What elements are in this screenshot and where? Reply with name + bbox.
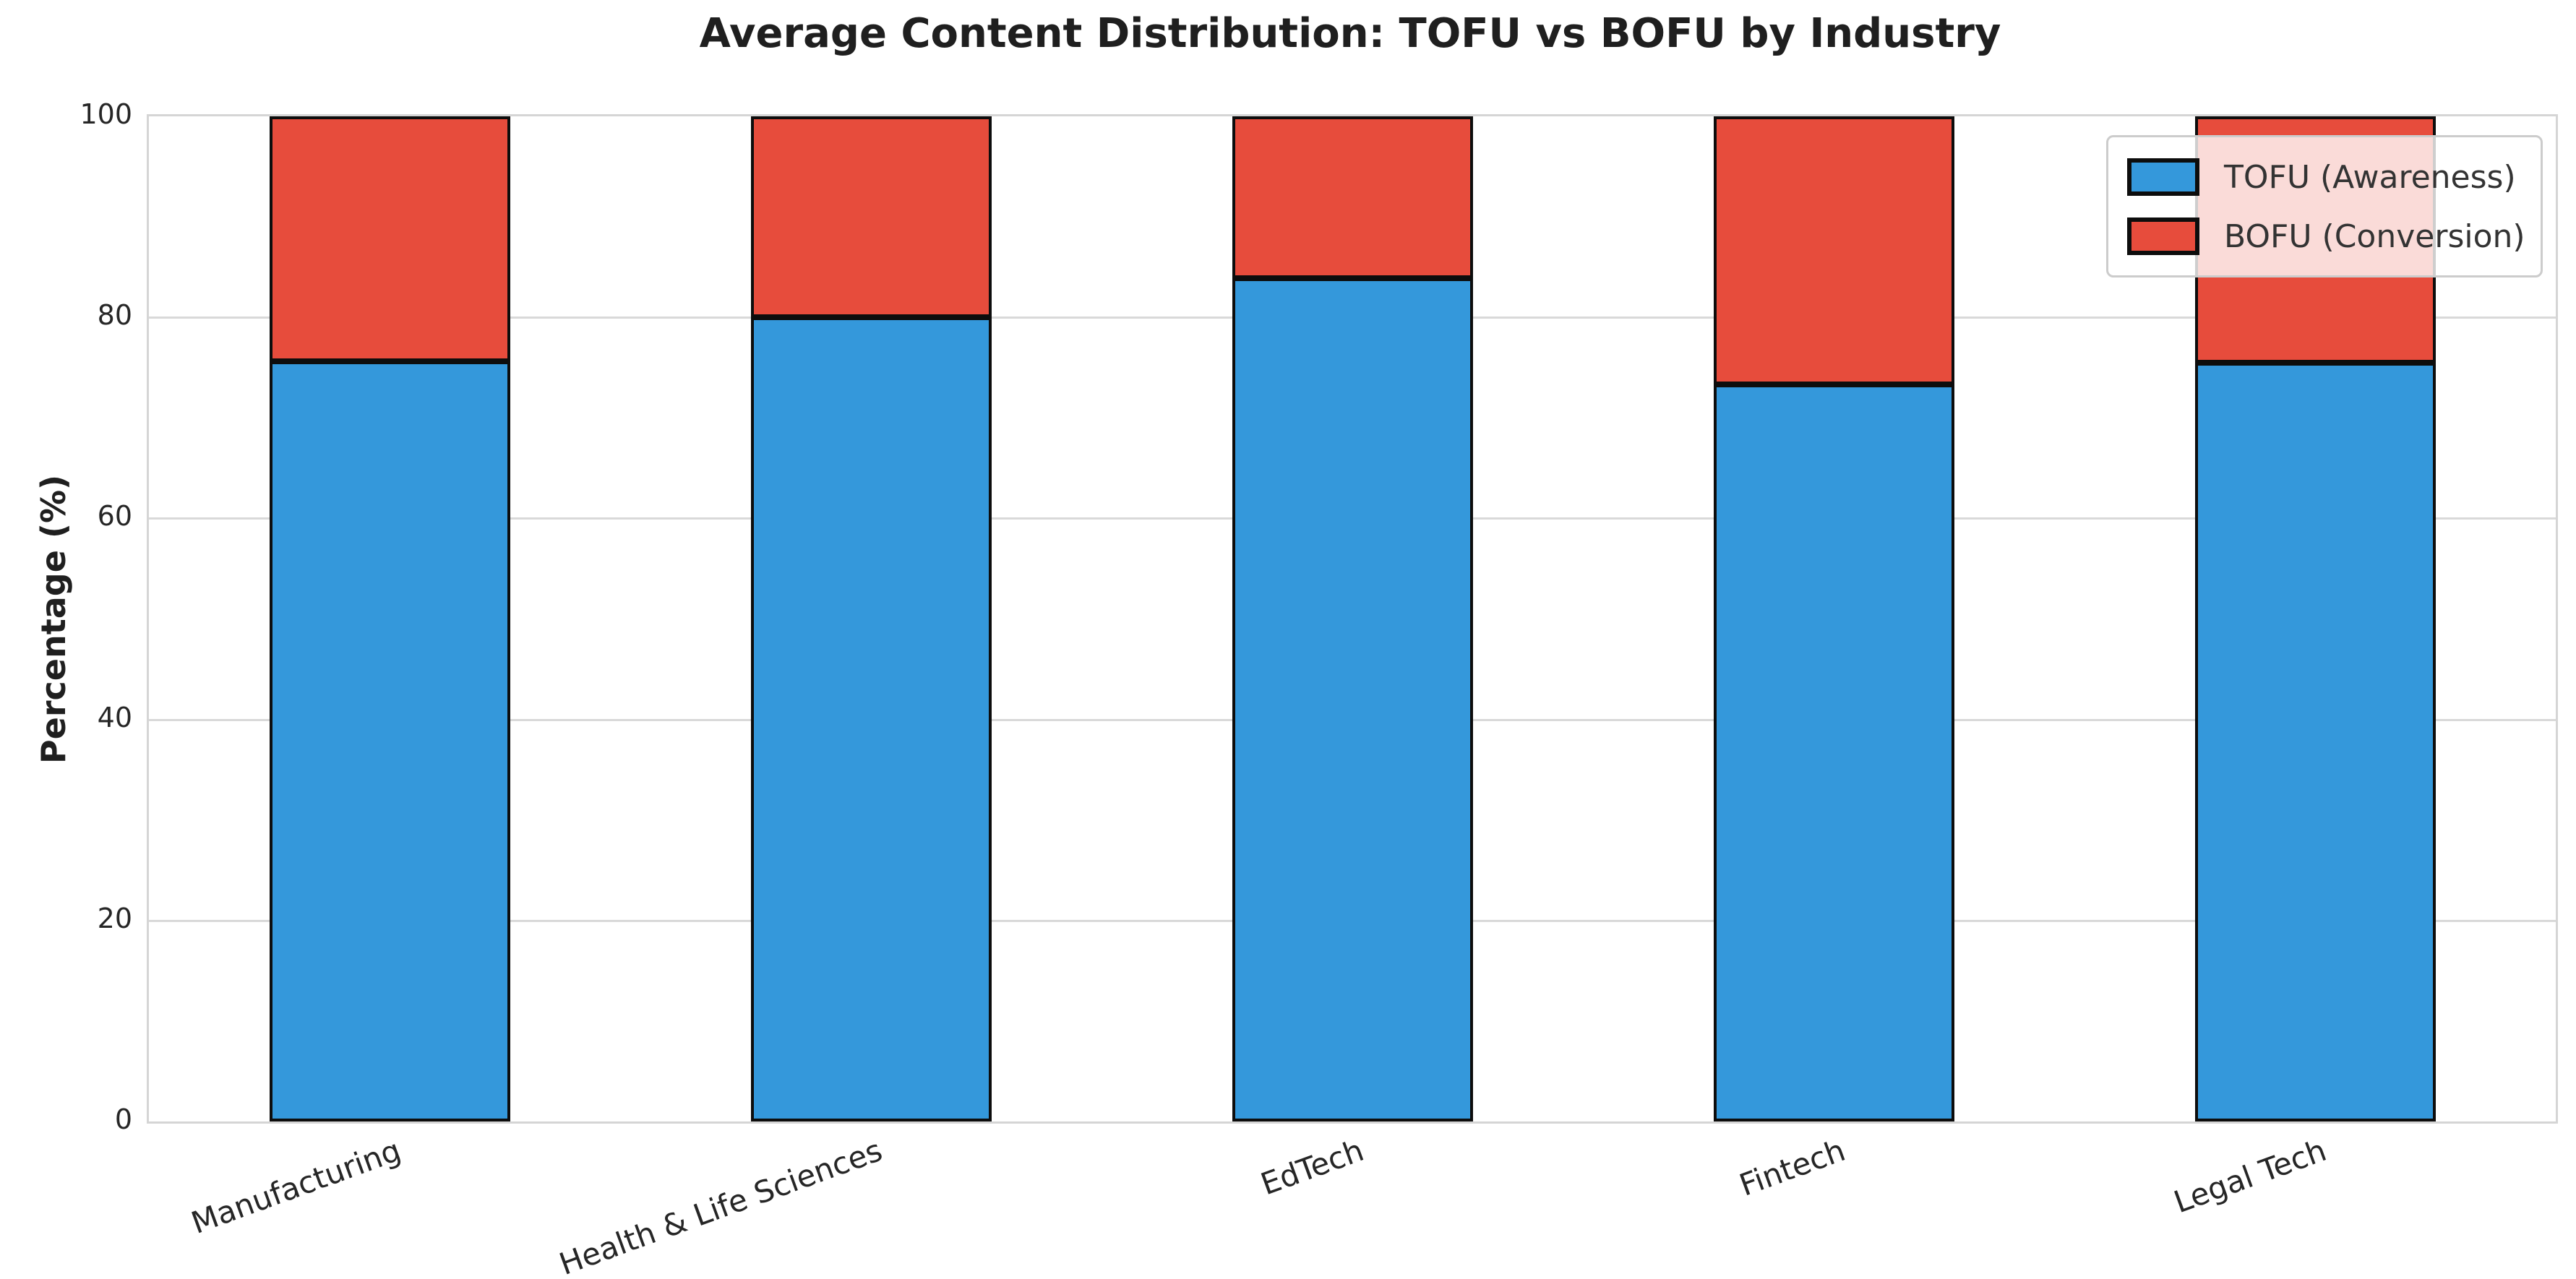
- legend: TOFU (Awareness) BOFU (Conversion): [2106, 135, 2543, 277]
- bar-segment-tofu-4[interactable]: [2194, 362, 2436, 1121]
- bar-segment-bofu-3[interactable]: [1713, 116, 1954, 385]
- bar-segment-bofu-2[interactable]: [1232, 116, 1473, 278]
- ytick-label-100: 100: [80, 98, 132, 130]
- bofu-legend-swatch: [2127, 218, 2199, 255]
- bar-segment-tofu-3[interactable]: [1713, 384, 1954, 1121]
- bar-segment-bofu-0[interactable]: [269, 116, 510, 362]
- xtick-label-2: EdTech: [1255, 1132, 1368, 1202]
- ytick-label-0: 0: [114, 1103, 132, 1135]
- bar-segment-tofu-0[interactable]: [269, 361, 510, 1121]
- legend-item-bofu[interactable]: BOFU (Conversion): [2127, 211, 2541, 262]
- tofu-legend-label: TOFU (Awareness): [2224, 158, 2516, 196]
- ytick-label-80: 80: [97, 299, 132, 332]
- ytick-label-40: 40: [97, 701, 132, 733]
- xtick-label-0: Manufacturing: [186, 1132, 405, 1241]
- xtick-label-3: Fintech: [1734, 1132, 1850, 1203]
- bar-segment-bofu-1[interactable]: [750, 116, 992, 318]
- ytick-label-60: 60: [97, 500, 132, 533]
- chart-title: Average Content Distribution: TOFU vs BO…: [699, 10, 2001, 57]
- plot-area: [147, 114, 2558, 1124]
- bar-segment-tofu-1[interactable]: [750, 317, 992, 1121]
- bofu-legend-label: BOFU (Conversion): [2224, 218, 2525, 255]
- tofu-legend-swatch: [2127, 158, 2199, 196]
- bar-segment-tofu-2[interactable]: [1232, 277, 1473, 1121]
- ytick-label-20: 20: [97, 902, 132, 934]
- legend-item-tofu[interactable]: TOFU (Awareness): [2127, 152, 2541, 202]
- y-axis-label: Percentage (%): [34, 474, 73, 765]
- xtick-label-4: Legal Tech: [2169, 1132, 2331, 1220]
- xtick-label-1: Health & Life Sciences: [554, 1132, 887, 1279]
